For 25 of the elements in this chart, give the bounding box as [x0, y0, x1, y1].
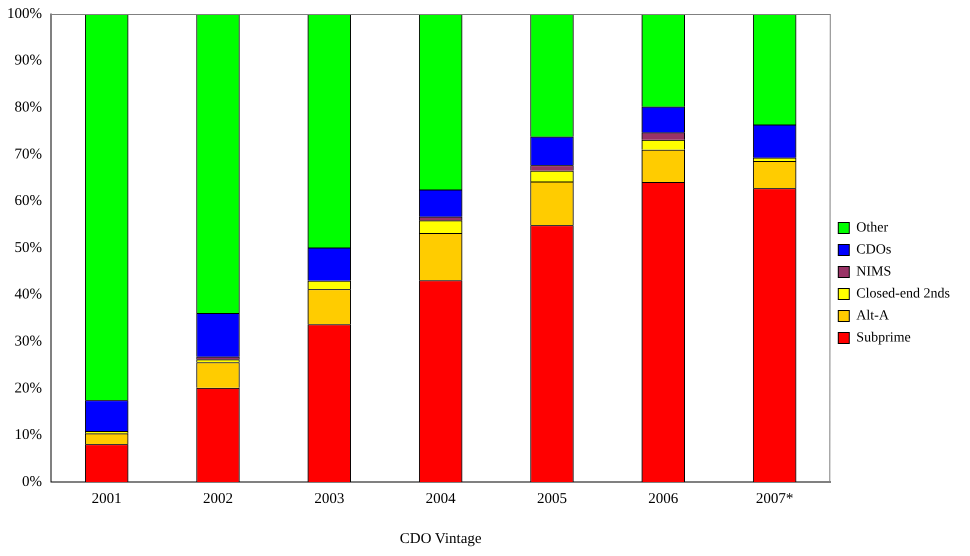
legend-label: CDOs [856, 242, 892, 258]
x-tick-label: 2001 [92, 490, 122, 507]
y-tick-label: 70% [14, 146, 42, 162]
y-tick-label: 20% [14, 380, 42, 396]
x-tick-label: 2002 [202, 490, 233, 507]
legend-label: Other [856, 220, 888, 236]
x-tick-label: 2004 [426, 490, 456, 507]
legend-label: Alt-A [856, 308, 890, 324]
x-axis-title: CDO Vintage [400, 530, 482, 547]
legend-label: Closed-end 2nds [856, 286, 950, 302]
x-tick-label: 2007* [756, 490, 794, 507]
legend-label: NIMS [856, 264, 892, 280]
x-tick-label: 2003 [314, 490, 344, 507]
y-tick-label: 40% [14, 286, 42, 303]
y-tick-label: 90% [14, 52, 42, 69]
y-tick-label: 60% [14, 193, 42, 210]
y-tick-label: 80% [14, 100, 42, 116]
legend-label: Subprime [856, 330, 911, 346]
y-tick-label: 100% [6, 6, 42, 22]
y-tick-label: 0% [22, 474, 42, 490]
y-tick-label: 10% [14, 427, 42, 444]
x-tick-label: 2006 [648, 490, 679, 507]
y-tick-label: 30% [14, 334, 42, 350]
x-tick-label: 2005 [536, 490, 567, 507]
y-tick-label: 50% [14, 240, 42, 256]
